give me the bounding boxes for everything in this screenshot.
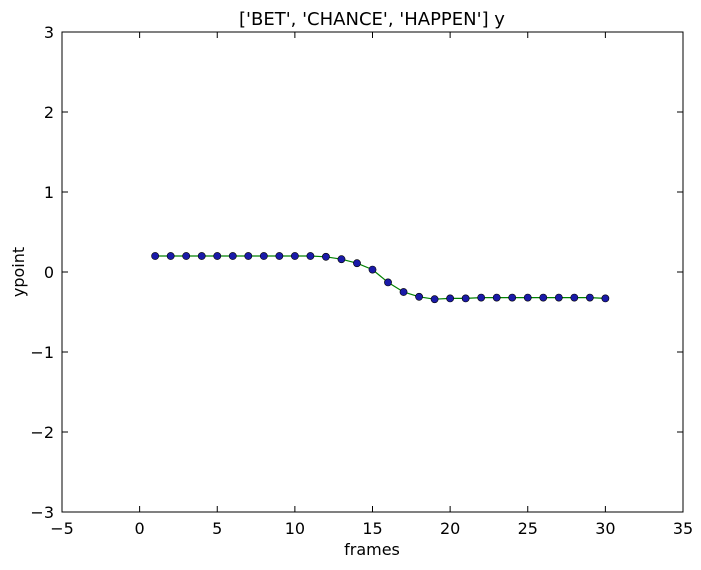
data-point <box>166 252 175 260</box>
x-tick-label: 15 <box>362 519 382 538</box>
data-point <box>461 294 470 303</box>
x-tick-label: 20 <box>440 519 460 538</box>
data-point <box>275 252 284 260</box>
y-tick-label: −3 <box>30 503 54 522</box>
data-point <box>523 293 532 302</box>
data-point <box>259 252 268 260</box>
data-point <box>182 252 191 260</box>
data-point <box>337 255 346 264</box>
data-point <box>399 288 408 296</box>
y-axis-label: ypoint <box>9 247 28 297</box>
data-point <box>601 294 610 303</box>
x-tick-label: 10 <box>285 519 305 538</box>
x-tick-label: 0 <box>135 519 145 538</box>
data-point <box>492 293 501 302</box>
y-axis: −3 −2 −1 0 1 2 3 <box>30 23 683 522</box>
x-tick-label: 35 <box>673 519 693 538</box>
data-point <box>353 259 361 268</box>
x-tick-label: 5 <box>212 519 222 538</box>
x-axis: −5 0 5 10 15 20 25 30 35 <box>50 32 693 538</box>
y-tick-label: −2 <box>30 423 54 442</box>
x-tick-label: −5 <box>50 519 74 538</box>
data-point <box>508 293 517 302</box>
series-line <box>155 255 606 300</box>
data-point <box>306 252 315 260</box>
data-point <box>290 252 299 260</box>
data-point <box>570 293 579 302</box>
data-point <box>151 252 160 260</box>
chart-title: ['BET', 'CHANCE', 'HAPPEN'] y <box>239 9 505 30</box>
data-point <box>384 278 392 287</box>
data-point <box>244 252 253 260</box>
y-tick-label: 3 <box>44 23 54 42</box>
data-point <box>430 295 439 304</box>
x-tick-label: 30 <box>595 519 615 538</box>
y-tick-label: 1 <box>44 183 54 202</box>
data-point <box>228 252 237 260</box>
y-tick-label: −1 <box>30 343 54 362</box>
data-point <box>197 252 206 260</box>
data-point <box>322 252 330 261</box>
x-axis-label: frames <box>344 540 400 559</box>
y-tick-label: 2 <box>44 103 54 122</box>
data-point <box>539 293 548 302</box>
data-point <box>213 252 222 260</box>
data-point <box>585 293 594 302</box>
data-point <box>368 265 377 274</box>
data-point <box>477 293 486 302</box>
data-point <box>446 294 455 303</box>
plot-area <box>151 252 610 304</box>
data-point <box>415 292 423 301</box>
y-tick-label: 0 <box>44 263 54 282</box>
x-tick-label: 25 <box>518 519 538 538</box>
data-point <box>554 293 563 302</box>
